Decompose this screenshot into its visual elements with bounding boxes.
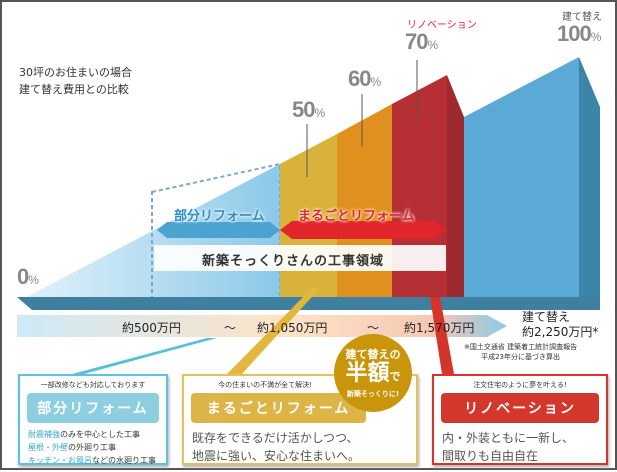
- box-title: リノベーション: [441, 393, 599, 423]
- pct-value: 50: [292, 97, 316, 122]
- pointer-partial: [72, 338, 217, 374]
- bar-70-side: [447, 75, 464, 302]
- box-body: 耐震補強のみを中心とした工事 屋根・外壁の外廻り工事 キッチン・お風呂などの水廻…: [28, 428, 158, 467]
- pointer-renovation: [430, 297, 454, 374]
- pct-unit: %: [370, 75, 381, 89]
- partial-reform-box: 一部改修なども対応しております 部分リフォーム 耐震補強のみを中心とした工事 屋…: [18, 374, 168, 465]
- percent-60: 60%: [348, 66, 381, 92]
- pct-unit: %: [590, 30, 602, 44]
- bar-60: [337, 104, 392, 302]
- pct-unit: %: [28, 273, 39, 287]
- partial-arrow: [157, 222, 280, 238]
- percent-100: 100%: [557, 21, 602, 47]
- pct-value: 100: [557, 21, 592, 46]
- badge-big: 半額: [345, 361, 390, 386]
- base-slab: [17, 297, 600, 310]
- price-renovation: 約1,570万円: [404, 321, 475, 335]
- body-line: 地震に強い、安心な住まいへ。: [192, 449, 361, 463]
- partial-arrow-label: 部分リフォーム: [174, 209, 265, 224]
- badge-line: 建て替えの: [345, 348, 401, 361]
- rebuild-label: 建て替え: [522, 310, 571, 324]
- area-banner: [154, 245, 446, 271]
- body-line: 間取りも自由自在: [442, 449, 539, 463]
- percent-0: 0%: [17, 264, 39, 290]
- pct-value: 70: [405, 29, 429, 54]
- box-tagline: 一部改修なども対応しております: [40, 381, 146, 389]
- rebuild-price: 約2,250万円*: [522, 325, 599, 339]
- text: のみを中心とした工事: [60, 430, 140, 439]
- bar-100: [464, 57, 579, 302]
- price-sep: 〜: [367, 321, 380, 335]
- whole-arrow: [280, 221, 447, 239]
- area-label: 新築そっくりさんの工事領域: [202, 254, 385, 269]
- heading: 30坪のお住まいの場合 建て替え費用との比較: [19, 64, 132, 98]
- price-partial: 約500万円: [122, 321, 181, 335]
- footnote-line: ※国土交通省 建築着工統計調査報告: [464, 343, 578, 351]
- box-title: 部分リフォーム: [27, 393, 159, 423]
- footnote: ※国土交通省 建築着工統計調査報告 平成23年分に基づき算出: [464, 342, 577, 362]
- footnote-line: 平成23年分に基づき算出: [481, 353, 560, 361]
- box-title: まるごとリフォーム: [191, 393, 366, 423]
- heading-line: 建て替え費用との比較: [19, 83, 129, 96]
- pct-unit: %: [314, 106, 325, 120]
- percent-70: 70%: [405, 29, 438, 55]
- body-line: 内・外装ともに一新し、: [442, 431, 575, 445]
- body-line: 既存をできるだけ活かしつつ、: [192, 431, 359, 445]
- text: などの水廻り工事: [92, 456, 156, 465]
- price-whole: 約1,050万円: [257, 321, 328, 335]
- renovation-caption: リノベーション: [407, 20, 477, 31]
- whole-arrow-label: まるごとリフォーム: [298, 209, 415, 224]
- half-price-badge: 建て替えの 半額で 新築そっくりに!: [334, 334, 412, 412]
- percent-50: 50%: [292, 97, 325, 123]
- highlight: 屋根・外壁: [28, 443, 68, 452]
- pct-value: 0: [17, 264, 29, 289]
- badge-de: で: [389, 370, 401, 383]
- pct-unit: %: [427, 38, 438, 52]
- highlight: 耐震補強: [28, 430, 60, 439]
- heading-line: 30坪のお住まいの場合: [19, 66, 132, 79]
- renovation-box: 注文住宅のように夢を叶える! リノベーション 内・外装ともに一新し、 間取りも自…: [432, 374, 608, 465]
- box-tagline: 注文住宅のように夢を叶える!: [473, 381, 567, 389]
- price-sep: 〜: [224, 321, 237, 335]
- badge-line: 新築そっくりに!: [346, 390, 400, 398]
- highlight: キッチン・お風呂: [28, 456, 92, 465]
- whole-reform-box: 今の住まいの不満が全て解決! まるごとリフォーム 既存をできるだけ活かしつつ、 …: [182, 374, 418, 465]
- rebuild-caption: 建て替え: [562, 12, 602, 23]
- bar-100-side: [579, 57, 600, 302]
- box-body: 内・外装ともに一新し、 間取りも自由自在: [442, 429, 598, 465]
- price-bar: [17, 315, 507, 337]
- pct-value: 60: [348, 66, 372, 91]
- box-tagline: 今の住まいの不満が全て解決!: [218, 381, 312, 389]
- text: の外廻り工事: [68, 443, 116, 452]
- box-body: 既存をできるだけ活かしつつ、 地震に強い、安心な住まいへ。: [192, 429, 408, 465]
- pointer-whole: [227, 288, 320, 374]
